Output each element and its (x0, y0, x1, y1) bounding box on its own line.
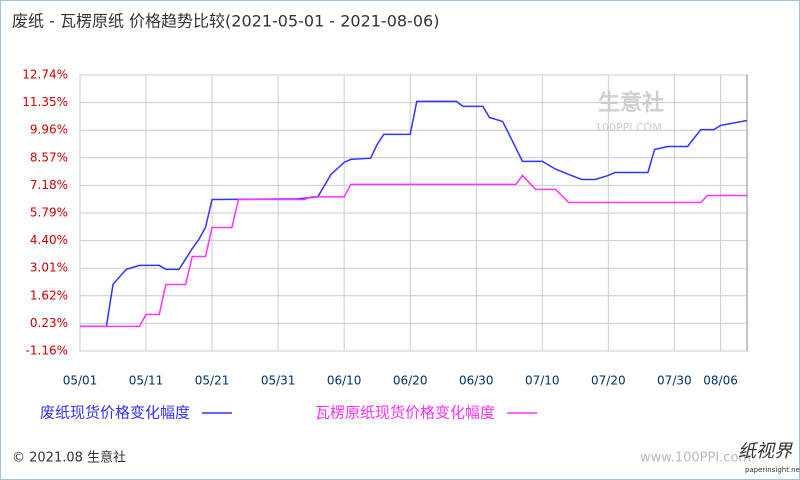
logo-sub: paperinsight.net (745, 466, 800, 474)
x-tick-label: 07/30 (657, 374, 692, 388)
y-tick-label: -1.16% (26, 344, 68, 358)
x-tick-label: 05/31 (261, 374, 296, 388)
chart-title: 废纸 - 瓦楞原纸 价格趋势比较(2021-05-01 - 2021-08-06… (12, 12, 439, 31)
x-tick-label: 05/21 (195, 374, 230, 388)
x-tick-label: 05/01 (63, 374, 98, 388)
logo: 纸视界 (738, 441, 793, 462)
x-tick-label: 05/11 (129, 374, 164, 388)
series-line (80, 100, 748, 328)
y-tick-label: 5.79% (30, 206, 68, 220)
legend-label: 废纸现货价格变化幅度 (40, 404, 190, 422)
footer-url: www.100PPI.com (640, 451, 751, 466)
y-tick-label: 4.40% (30, 233, 68, 247)
y-tick-label: 0.23% (30, 316, 68, 330)
x-tick-label: 06/10 (327, 374, 362, 388)
x-tick-label: 07/20 (591, 374, 626, 388)
watermark-sub: 100PPI.COM (595, 121, 662, 134)
footer: © 2021.08 生意社 (12, 450, 126, 466)
y-tick-label: 3.01% (30, 261, 68, 275)
y-tick-label: 12.74% (22, 68, 68, 82)
x-tick-label: 06/20 (393, 374, 428, 388)
series-line (80, 174, 747, 328)
x-tick-label: 06/30 (459, 374, 494, 388)
x-tick-label: 08/06 (703, 374, 738, 388)
x-tick-label: 07/10 (525, 374, 560, 388)
y-tick-label: 7.18% (30, 178, 68, 192)
y-tick-label: 8.57% (30, 150, 68, 164)
y-tick-label: 9.96% (30, 123, 68, 137)
y-tick-label: 1.62% (30, 288, 68, 302)
y-tick-label: 11.35% (22, 95, 68, 109)
legend-label: 瓦楞原纸现货价格变化幅度 (315, 404, 495, 422)
